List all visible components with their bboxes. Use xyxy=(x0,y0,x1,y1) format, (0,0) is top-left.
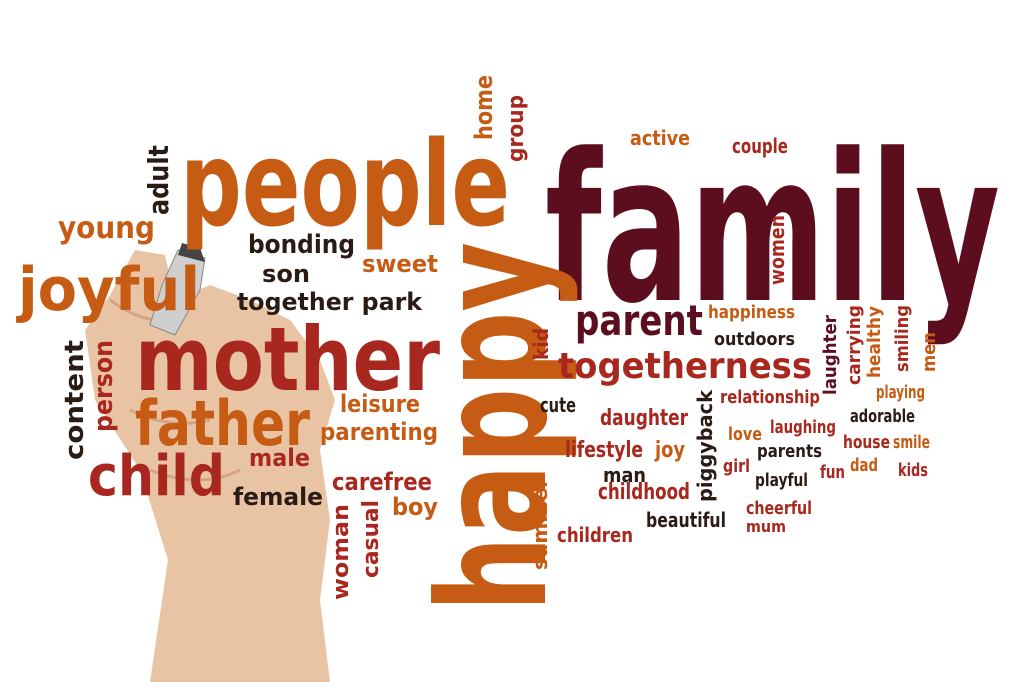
word: togetherness xyxy=(558,346,812,387)
word: couple xyxy=(732,134,788,158)
word: piggyback xyxy=(693,389,717,502)
word: active xyxy=(630,126,690,150)
word: beautiful xyxy=(646,508,726,532)
word: son xyxy=(262,260,310,288)
word: happiness xyxy=(708,302,795,323)
word: daughter xyxy=(600,406,688,431)
word: mum xyxy=(746,517,786,536)
word: woman xyxy=(329,504,354,600)
word: person xyxy=(89,340,119,432)
word: adult xyxy=(142,145,175,215)
word: female xyxy=(233,483,323,511)
word: cute xyxy=(540,393,576,417)
word: adorable xyxy=(850,406,915,427)
word: happy xyxy=(407,242,581,612)
word: casual xyxy=(359,500,384,578)
word: bonding xyxy=(248,230,355,260)
word: joyful xyxy=(16,255,200,325)
word: mother xyxy=(135,308,441,411)
marker xyxy=(149,243,206,336)
marker-tip xyxy=(178,243,205,262)
word: playing xyxy=(876,382,925,403)
word: male xyxy=(249,444,310,472)
hand-shape xyxy=(85,250,335,682)
word: relationship xyxy=(720,387,820,408)
word: laughter xyxy=(820,315,841,395)
word: lifestyle xyxy=(565,438,643,463)
word: young xyxy=(58,211,155,246)
word: dad xyxy=(850,455,878,476)
word: house xyxy=(843,432,890,453)
word: people xyxy=(180,115,510,253)
word: child xyxy=(88,444,225,509)
word: smile xyxy=(893,432,930,453)
word: content xyxy=(60,340,90,460)
word: group xyxy=(504,95,529,162)
word: parents xyxy=(757,441,822,462)
word: love xyxy=(728,424,762,445)
word: laughing xyxy=(770,417,836,438)
word: smiling xyxy=(892,305,913,372)
word: together park xyxy=(237,288,423,316)
word: home xyxy=(470,75,498,140)
word: parenting xyxy=(320,418,438,446)
word: men xyxy=(919,332,940,372)
word: healthy xyxy=(864,306,885,378)
word: fun xyxy=(820,462,845,483)
word: women xyxy=(765,215,789,285)
word: summer xyxy=(528,478,552,570)
marker-body xyxy=(149,249,206,336)
word: kid xyxy=(529,328,553,360)
word: carrying xyxy=(844,305,865,385)
word: childhood xyxy=(598,480,690,505)
word: joy xyxy=(654,438,685,463)
word: carefree xyxy=(332,468,432,496)
word: kids xyxy=(898,460,928,481)
word: family xyxy=(545,111,1000,349)
word: girl xyxy=(723,456,750,477)
word: father xyxy=(135,387,310,460)
word: parent xyxy=(575,296,703,345)
word: outdoors xyxy=(714,329,795,350)
word: playful xyxy=(755,470,808,491)
word: leisure xyxy=(340,390,420,418)
word: man xyxy=(603,463,646,487)
word: cheerful xyxy=(746,498,812,519)
word: children xyxy=(557,523,633,547)
word: boy xyxy=(392,493,438,521)
word: sweet xyxy=(362,250,438,278)
